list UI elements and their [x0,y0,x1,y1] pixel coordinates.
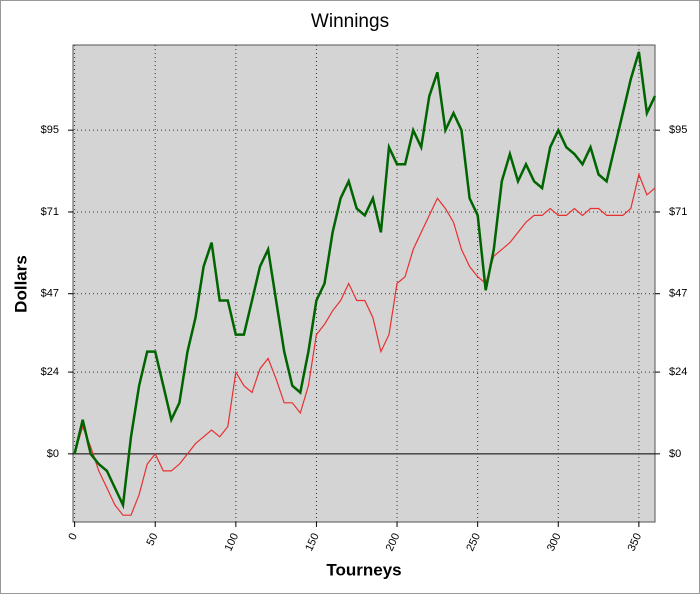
series-line [73,51,657,510]
y-tick-label: $0 [47,448,59,460]
y-tick-label: $95 [41,124,59,136]
y-tick-label: $71 [41,206,59,218]
x-axis-label: Tourneys [326,560,401,579]
chart-title: Winnings [311,11,389,32]
y-tick-label: $47 [41,288,59,300]
y-axis-label: Dollars [11,255,30,313]
y2-tick-label: $0 [669,448,681,460]
y2-tick-label: $71 [669,206,687,218]
y2-tick-label: $47 [669,288,687,300]
x-tick-label: 50 [145,531,161,547]
y2-tick-label: $24 [669,366,687,378]
y2-tick-label: $95 [669,124,687,136]
plot-area [72,44,656,523]
series-line [74,172,656,516]
x-tick-label: 0 [67,531,80,542]
y-tick-label: $24 [41,366,59,378]
